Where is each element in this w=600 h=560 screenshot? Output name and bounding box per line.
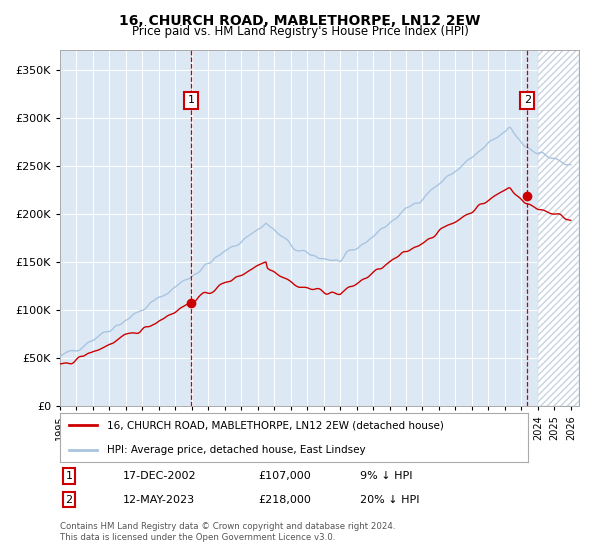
Text: 16, CHURCH ROAD, MABLETHORPE, LN12 2EW: 16, CHURCH ROAD, MABLETHORPE, LN12 2EW	[119, 14, 481, 28]
Text: 12-MAY-2023: 12-MAY-2023	[123, 494, 195, 505]
Bar	[538, 50, 579, 406]
Text: £107,000: £107,000	[258, 471, 311, 481]
Text: HPI: Average price, detached house, East Lindsey: HPI: Average price, detached house, East…	[107, 445, 365, 455]
Text: 1: 1	[188, 95, 194, 105]
Text: 17-DEC-2002: 17-DEC-2002	[123, 471, 197, 481]
Text: 20% ↓ HPI: 20% ↓ HPI	[360, 494, 419, 505]
Text: 2: 2	[524, 95, 531, 105]
Text: 9% ↓ HPI: 9% ↓ HPI	[360, 471, 413, 481]
Text: 16, CHURCH ROAD, MABLETHORPE, LN12 2EW (detached house): 16, CHURCH ROAD, MABLETHORPE, LN12 2EW (…	[107, 420, 443, 430]
Text: Price paid vs. HM Land Registry's House Price Index (HPI): Price paid vs. HM Land Registry's House …	[131, 25, 469, 38]
Text: Contains HM Land Registry data © Crown copyright and database right 2024.: Contains HM Land Registry data © Crown c…	[60, 522, 395, 531]
Text: 2: 2	[65, 494, 73, 505]
Text: This data is licensed under the Open Government Licence v3.0.: This data is licensed under the Open Gov…	[60, 533, 335, 542]
Text: 1: 1	[65, 471, 73, 481]
Text: £218,000: £218,000	[258, 494, 311, 505]
